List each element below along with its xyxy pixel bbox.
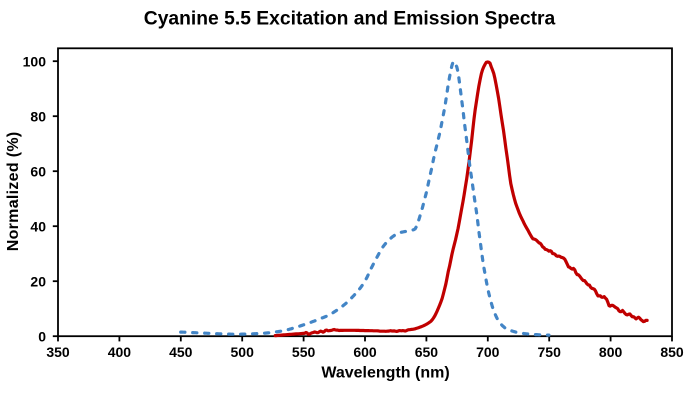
svg-text:Cyanine 5.5 Excitation and Emi: Cyanine 5.5 Excitation and Emission Spec…	[144, 9, 556, 30]
svg-text:850: 850	[660, 344, 684, 360]
svg-text:100: 100	[23, 53, 47, 69]
svg-text:400: 400	[108, 344, 132, 360]
svg-text:0: 0	[38, 328, 46, 344]
svg-text:800: 800	[599, 344, 623, 360]
svg-text:600: 600	[353, 344, 377, 360]
svg-text:350: 350	[46, 344, 70, 360]
svg-text:550: 550	[292, 344, 316, 360]
svg-text:750: 750	[538, 344, 562, 360]
svg-text:450: 450	[169, 344, 193, 360]
svg-text:Wavelength (nm): Wavelength (nm)	[321, 365, 449, 382]
svg-text:80: 80	[30, 108, 46, 124]
svg-text:60: 60	[30, 163, 46, 179]
svg-text:500: 500	[231, 344, 255, 360]
svg-text:650: 650	[415, 344, 439, 360]
svg-text:Normalized (%): Normalized (%)	[5, 132, 22, 252]
svg-text:40: 40	[30, 218, 46, 234]
svg-text:700: 700	[476, 344, 500, 360]
svg-text:20: 20	[30, 273, 46, 289]
